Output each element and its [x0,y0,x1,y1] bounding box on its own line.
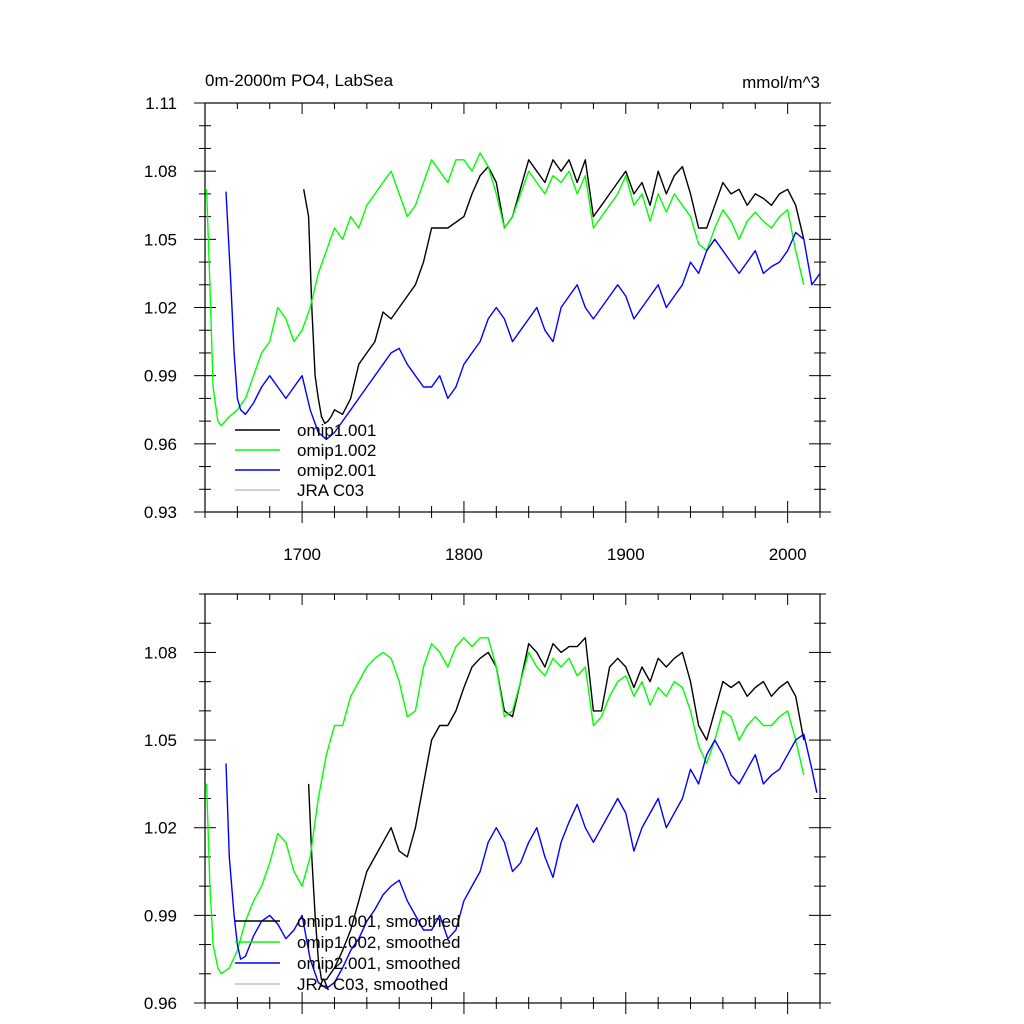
y-tick-label: 0.96 [144,994,177,1013]
y-tick-label: 1.05 [144,230,177,249]
y-tick-label: 1.02 [144,819,177,838]
series-line-3 [225,733,818,990]
legend-label: JRA C03, smoothed [297,975,448,994]
x-tick-label: 1900 [607,545,645,564]
y-tick-label: 1.05 [144,731,177,750]
series-line-3 [225,191,821,440]
legend-label: omip1.002 [297,441,376,460]
y-tick-label: 1.08 [144,643,177,662]
series-line-2 [205,637,805,975]
series-line-1 [307,637,805,981]
series-line-1 [303,159,805,425]
legend-label: omip2.001, smoothed [297,954,461,973]
y-tick-label: 0.99 [144,906,177,925]
y-tick-label: 1.08 [144,162,177,181]
y-tick-label: 0.99 [144,367,177,386]
legend-label: JRA C03 [297,481,364,500]
y-tick-label: 1.02 [144,299,177,318]
legend-label: omip1.002, smoothed [297,933,461,952]
legend-label: omip1.001 [297,421,376,440]
x-tick-label: 2000 [769,545,807,564]
y-tick-label: 1.11 [145,94,177,113]
chart-title: 0m-2000m PO4, LabSea [205,71,394,90]
y-tick-label: 0.96 [144,435,177,454]
units-label: mmol/m^3 [742,73,820,92]
chart-top: 0m-2000m PO4, LabSea mmol/m^3 1700 1800 19… [144,71,831,564]
chart-bottom: 0.96 0.99 1.02 1.05 1.08 omip1.001, smoothed o… [144,593,831,1014]
x-tick-label: 1800 [445,545,483,564]
legend-label: omip1.001, smoothed [297,912,461,931]
legend-label: omip2.001 [297,461,376,480]
y-tick-label: 0.93 [144,503,177,522]
series-line-2 [205,152,805,427]
x-tick-label: 1700 [283,545,321,564]
